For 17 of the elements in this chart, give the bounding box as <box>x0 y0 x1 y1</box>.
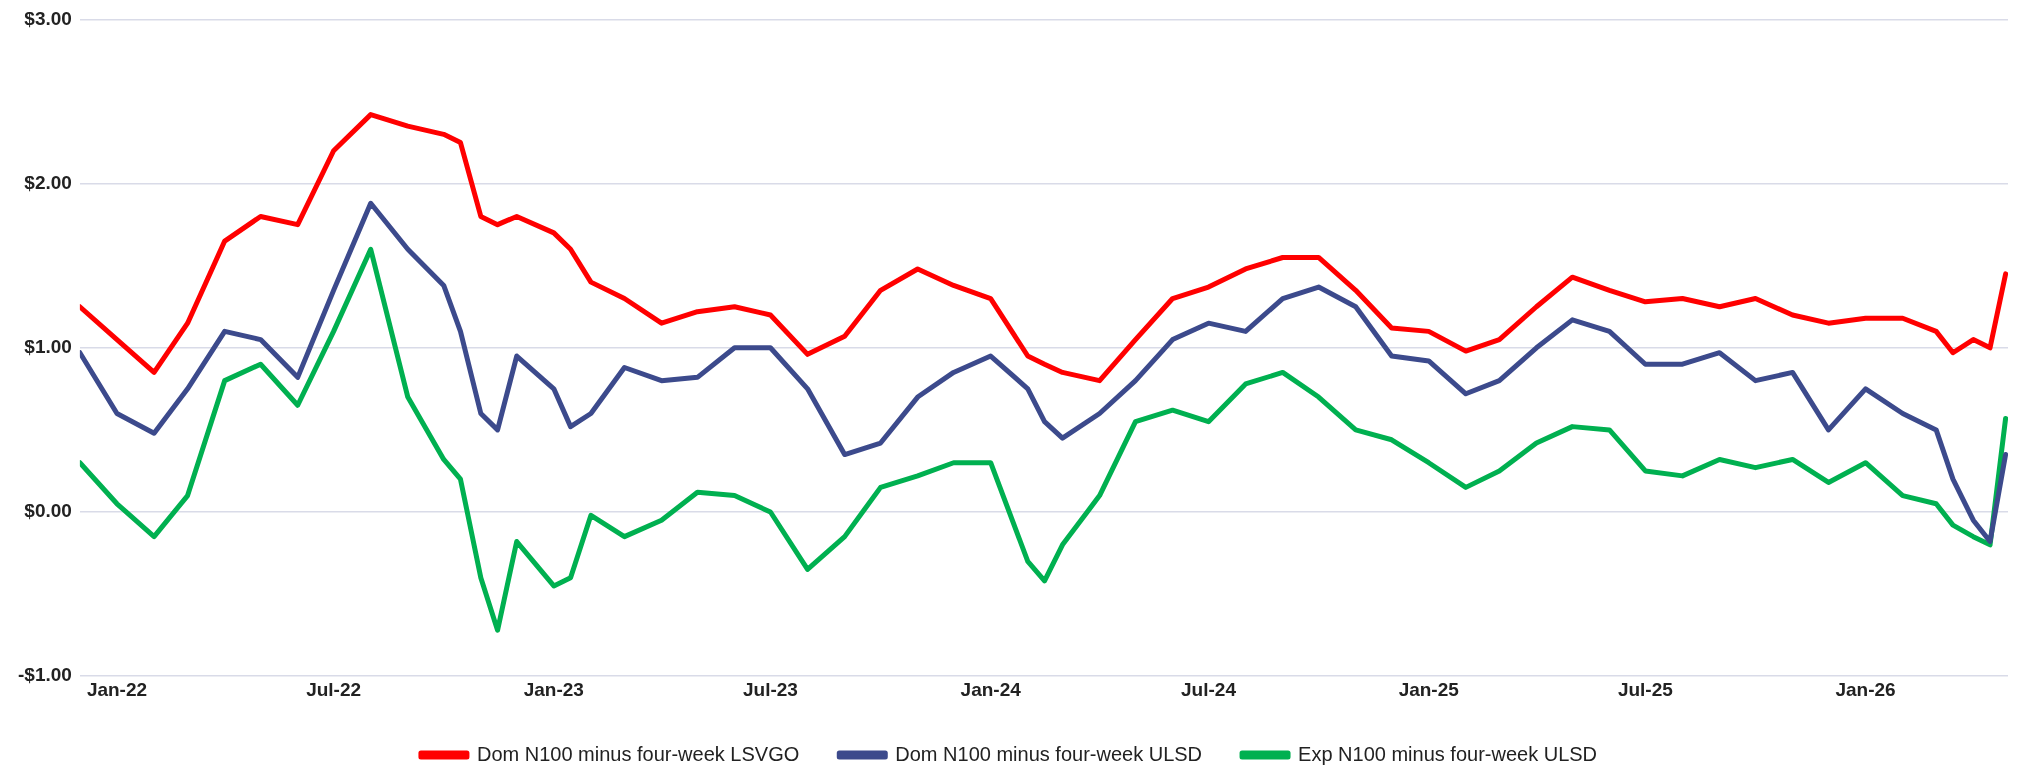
x-tick-label: Jul-24 <box>1181 678 1237 700</box>
x-tick-label: Jan-23 <box>523 678 584 700</box>
legend-label: Dom N100 minus four-week ULSD <box>895 742 1203 765</box>
x-tick-label: Jan-26 <box>1835 678 1896 700</box>
x-tick-label: Jul-23 <box>743 678 798 700</box>
legend-label: Exp N100 minus four-week ULSD <box>1298 742 1598 765</box>
x-tick-label: Jul-22 <box>306 678 362 700</box>
legend-label: Dom N100 minus four-week LSVGO <box>476 742 800 765</box>
y-tick-label: $0.00 <box>24 500 72 522</box>
y-tick-label: -$1.00 <box>18 664 72 686</box>
y-tick-label: $3.00 <box>24 7 72 29</box>
y-tick-label: $2.00 <box>24 171 72 193</box>
y-tick-label: $1.00 <box>24 336 72 358</box>
x-tick-label: Jan-24 <box>960 678 1022 700</box>
x-tick-label: Jan-22 <box>86 678 148 700</box>
x-tick-label: Jan-25 <box>1398 678 1460 700</box>
x-tick-label: Jul-25 <box>1617 678 1674 700</box>
